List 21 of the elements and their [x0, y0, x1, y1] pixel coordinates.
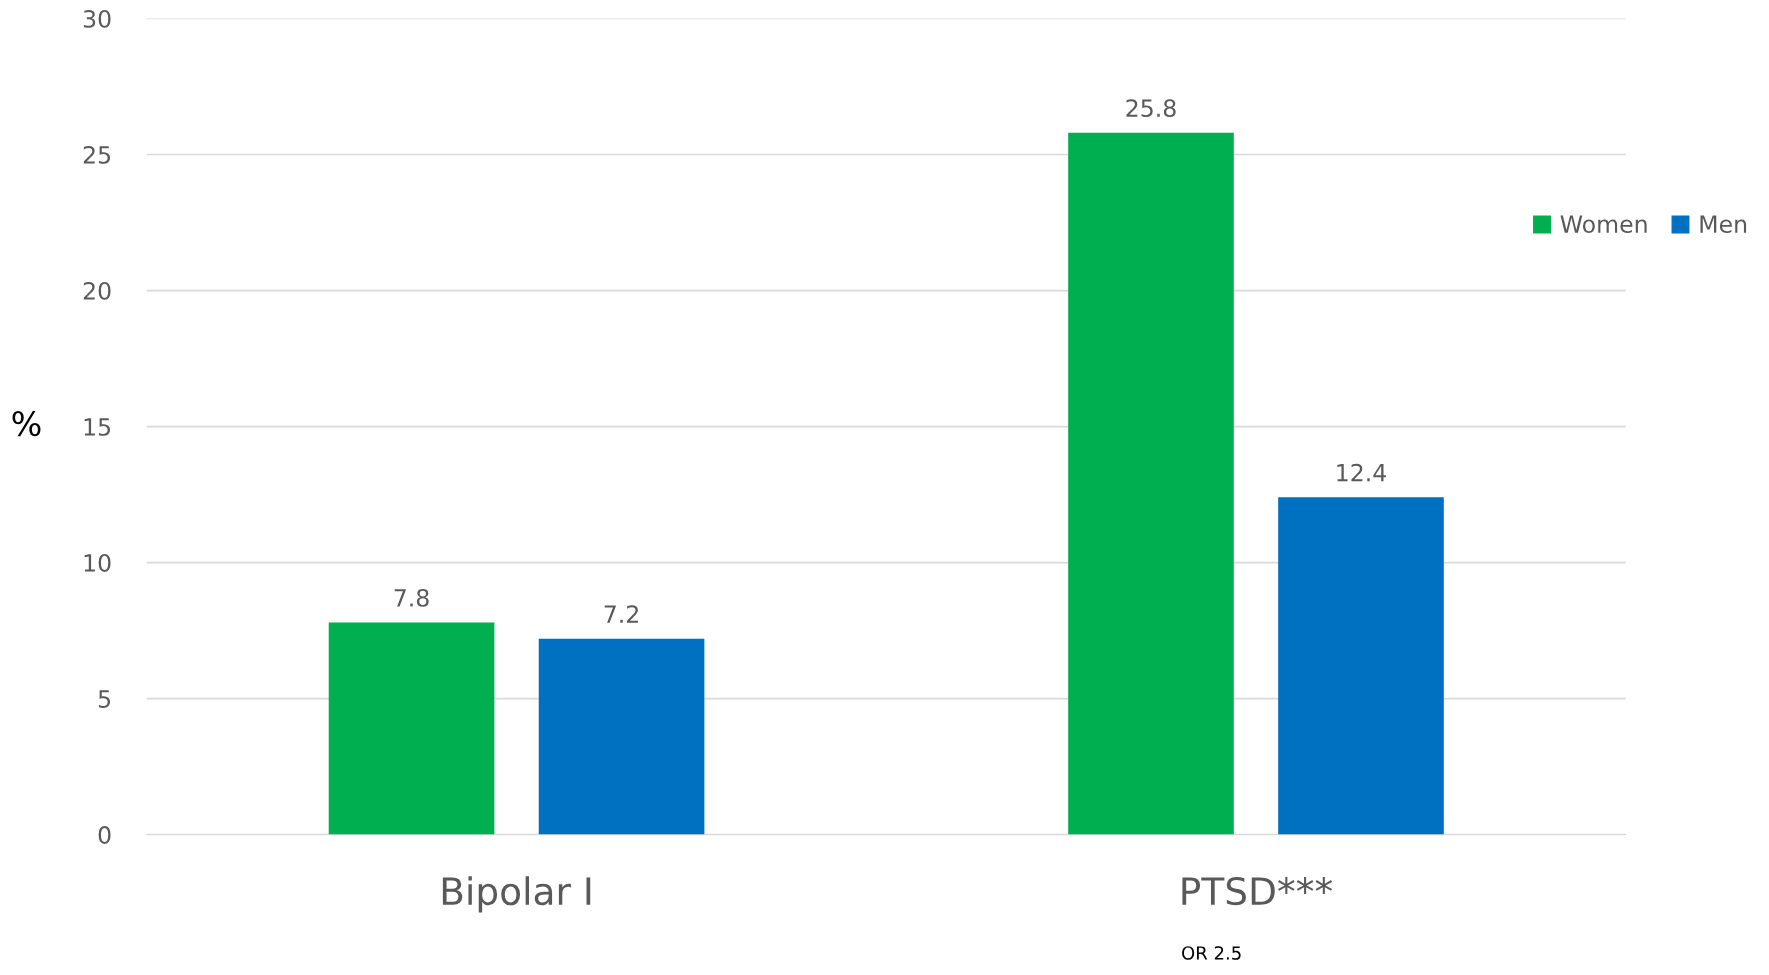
x-tick-label: PTSD***	[1182, 876, 1333, 906]
y-tick-label: 10	[84, 554, 111, 572]
y-tick-label: 20	[83, 282, 111, 300]
x-tick-label: Bipolar I	[442, 876, 591, 913]
data-label: 12.4	[1337, 463, 1386, 482]
legend-label: Men	[1700, 215, 1747, 234]
y-tick-label: 15	[84, 418, 111, 436]
bar	[1068, 132, 1234, 835]
text: OR 2.5	[1182, 946, 1241, 960]
data-label: 25.8	[1126, 99, 1176, 118]
bar	[328, 622, 495, 835]
y-axis-title: %	[12, 411, 41, 437]
y-tick-label: 0	[98, 826, 111, 844]
y-tick-label: 25	[83, 145, 111, 164]
data-label: 7.8	[394, 588, 429, 607]
bar	[1278, 497, 1444, 835]
y-tick-label: 30	[83, 9, 111, 28]
y-tick-label: 5	[98, 690, 111, 708]
bar	[538, 638, 705, 835]
legend-label: Women	[1560, 215, 1647, 234]
data-label: 7.2	[604, 605, 638, 623]
